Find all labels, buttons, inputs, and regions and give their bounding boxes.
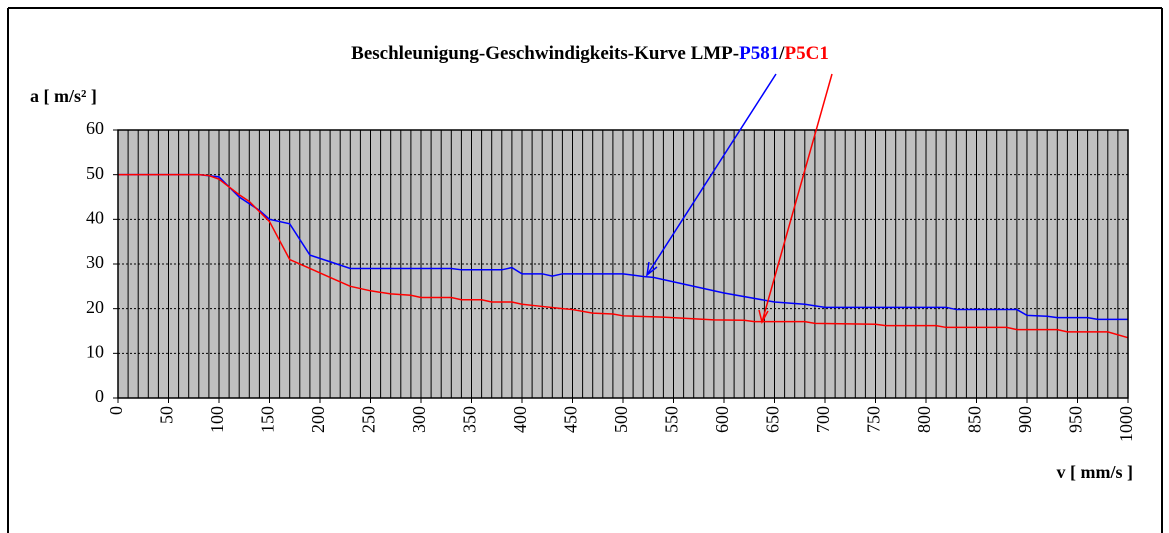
y-tick-label: 10 bbox=[86, 341, 104, 361]
x-tick-label: 150 bbox=[258, 406, 278, 433]
arrow-head bbox=[758, 309, 769, 325]
x-tick-label: 550 bbox=[662, 406, 682, 433]
x-tick-label: 700 bbox=[813, 406, 833, 433]
x-axis-label: v [ mm/s ] bbox=[1057, 462, 1133, 482]
x-tick-label: 500 bbox=[611, 406, 631, 433]
x-tick-label: 600 bbox=[712, 406, 732, 433]
arrow bbox=[761, 73, 833, 323]
arrow-head bbox=[645, 261, 658, 277]
y-tick-label: 40 bbox=[86, 207, 104, 227]
lines bbox=[118, 173, 1129, 339]
annotation-arrows bbox=[645, 73, 833, 325]
x-tick-label: 0 bbox=[106, 406, 126, 415]
y-tick-label: 20 bbox=[86, 297, 104, 317]
y-tick-label: 0 bbox=[95, 386, 104, 406]
title-part: P5C1 bbox=[785, 43, 829, 64]
arrow bbox=[646, 73, 777, 276]
chart-title: Beschleunigung-Geschwindigkeits-Kurve LM… bbox=[351, 43, 829, 64]
x-tick-label: 300 bbox=[409, 406, 429, 433]
x-tick-label: 900 bbox=[1015, 406, 1035, 433]
x-tick-label: 250 bbox=[359, 406, 379, 433]
x-tick-label: 800 bbox=[914, 406, 934, 433]
x-tick-label: 50 bbox=[157, 406, 177, 424]
y-tick-label: 60 bbox=[86, 118, 104, 138]
series-line bbox=[118, 173, 1129, 339]
grid bbox=[117, 129, 1129, 399]
series-line bbox=[118, 173, 1128, 321]
x-tick-label: 350 bbox=[460, 406, 480, 433]
x-tick-label: 850 bbox=[965, 406, 985, 433]
y-tick-label: 50 bbox=[86, 163, 104, 183]
title-part: / bbox=[778, 43, 785, 64]
y-axis-label: a [ m/s² ] bbox=[30, 86, 97, 106]
y-tick-label: 30 bbox=[86, 252, 104, 272]
x-tick-label: 650 bbox=[763, 406, 783, 433]
x-tick-label: 1000 bbox=[1116, 406, 1136, 442]
x-tick-label: 100 bbox=[207, 406, 227, 433]
x-tick-label: 950 bbox=[1066, 406, 1086, 433]
title-part: P581 bbox=[739, 43, 779, 64]
x-tick-label: 750 bbox=[864, 406, 884, 433]
x-tick-label: 450 bbox=[561, 406, 581, 433]
x-tick-label: 200 bbox=[308, 406, 328, 433]
title-part: Beschleunigung-Geschwindigkeits-Kurve LM… bbox=[351, 43, 739, 64]
x-tick-label: 400 bbox=[510, 406, 530, 433]
